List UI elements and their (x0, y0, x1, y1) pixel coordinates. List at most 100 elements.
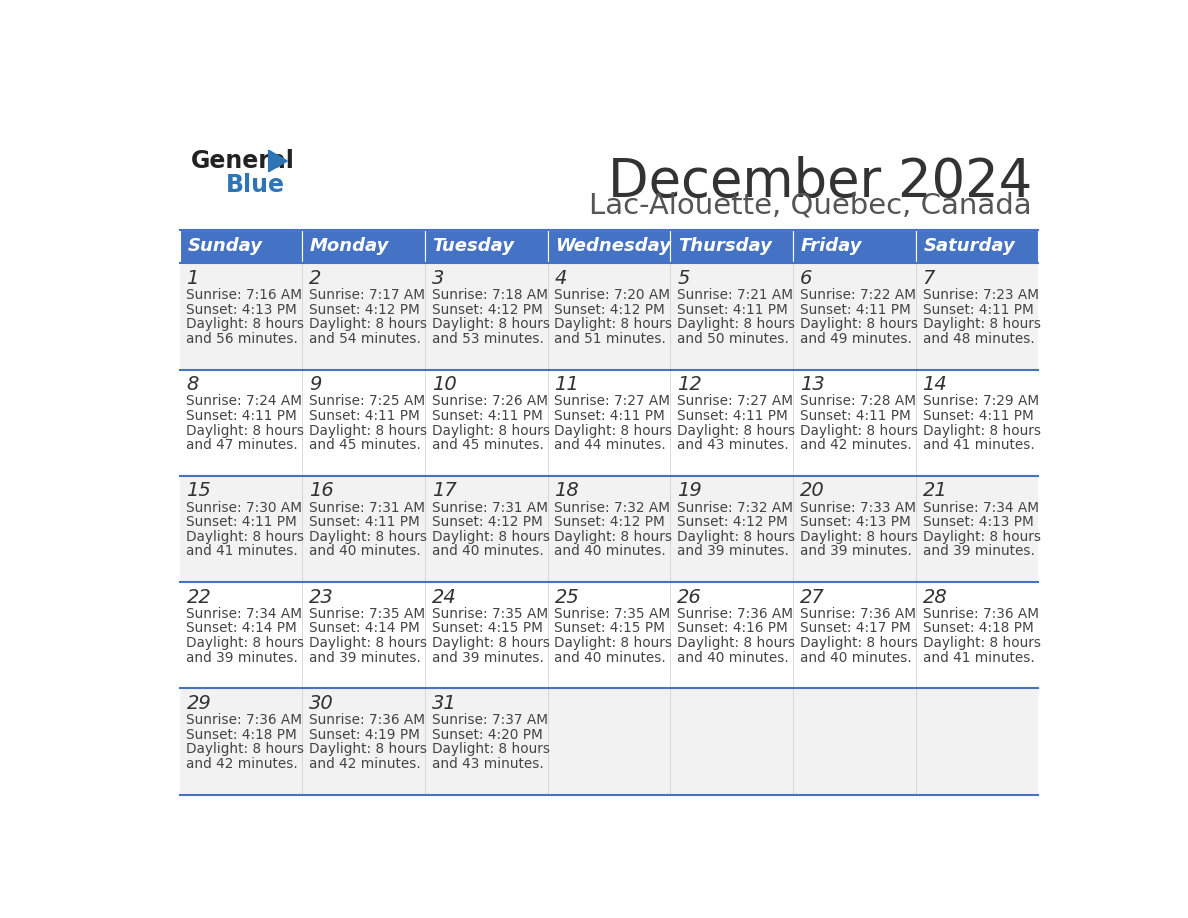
Text: and 44 minutes.: and 44 minutes. (555, 438, 666, 453)
Text: Daylight: 8 hours: Daylight: 8 hours (431, 636, 550, 650)
Text: and 56 minutes.: and 56 minutes. (187, 332, 298, 346)
Text: and 49 minutes.: and 49 minutes. (800, 332, 911, 346)
Text: Daylight: 8 hours: Daylight: 8 hours (800, 636, 918, 650)
Text: and 42 minutes.: and 42 minutes. (309, 757, 421, 771)
Text: Friday: Friday (801, 238, 862, 255)
Text: Sunrise: 7:36 AM: Sunrise: 7:36 AM (677, 607, 794, 621)
Text: Sunrise: 7:24 AM: Sunrise: 7:24 AM (187, 395, 303, 409)
Text: Sunset: 4:17 PM: Sunset: 4:17 PM (800, 621, 910, 635)
Bar (548, 230, 670, 263)
Text: Sunset: 4:11 PM: Sunset: 4:11 PM (187, 409, 297, 423)
Text: and 50 minutes.: and 50 minutes. (677, 332, 789, 346)
Bar (179, 263, 1038, 370)
Text: Lac-Alouette, Quebec, Canada: Lac-Alouette, Quebec, Canada (589, 191, 1032, 219)
Text: Sunset: 4:18 PM: Sunset: 4:18 PM (923, 621, 1034, 635)
Text: and 48 minutes.: and 48 minutes. (923, 332, 1035, 346)
Text: and 47 minutes.: and 47 minutes. (187, 438, 298, 453)
Text: Daylight: 8 hours: Daylight: 8 hours (309, 743, 428, 756)
Text: and 42 minutes.: and 42 minutes. (187, 757, 298, 771)
Text: Sunrise: 7:36 AM: Sunrise: 7:36 AM (309, 713, 425, 727)
Text: Thursday: Thursday (678, 238, 772, 255)
Text: Sunrise: 7:28 AM: Sunrise: 7:28 AM (800, 395, 916, 409)
Text: Sunset: 4:11 PM: Sunset: 4:11 PM (677, 409, 788, 423)
Text: Sunrise: 7:26 AM: Sunrise: 7:26 AM (431, 395, 548, 409)
Text: Daylight: 8 hours: Daylight: 8 hours (677, 530, 795, 543)
Text: Sunrise: 7:35 AM: Sunrise: 7:35 AM (555, 607, 670, 621)
Text: Daylight: 8 hours: Daylight: 8 hours (309, 318, 428, 331)
Text: Sunset: 4:12 PM: Sunset: 4:12 PM (431, 303, 543, 317)
Text: and 41 minutes.: and 41 minutes. (187, 544, 298, 558)
Text: Sunset: 4:12 PM: Sunset: 4:12 PM (431, 515, 543, 529)
Text: Sunrise: 7:23 AM: Sunrise: 7:23 AM (923, 288, 1038, 302)
Text: Daylight: 8 hours: Daylight: 8 hours (555, 636, 672, 650)
Text: 11: 11 (555, 375, 580, 394)
Text: Sunrise: 7:16 AM: Sunrise: 7:16 AM (187, 288, 303, 302)
Text: 1: 1 (187, 269, 198, 287)
Text: 21: 21 (923, 481, 947, 500)
Text: Daylight: 8 hours: Daylight: 8 hours (187, 530, 304, 543)
Text: Sunrise: 7:34 AM: Sunrise: 7:34 AM (187, 607, 303, 621)
Text: Saturday: Saturday (923, 238, 1015, 255)
Text: Daylight: 8 hours: Daylight: 8 hours (431, 318, 550, 331)
Text: 22: 22 (187, 588, 211, 607)
Bar (916, 230, 1038, 263)
Text: Sunrise: 7:20 AM: Sunrise: 7:20 AM (555, 288, 670, 302)
Text: and 41 minutes.: and 41 minutes. (923, 651, 1035, 665)
Text: 20: 20 (800, 481, 824, 500)
Text: Sunset: 4:12 PM: Sunset: 4:12 PM (677, 515, 788, 529)
Text: Sunday: Sunday (188, 238, 263, 255)
Text: and 41 minutes.: and 41 minutes. (923, 438, 1035, 453)
Text: Sunset: 4:16 PM: Sunset: 4:16 PM (677, 621, 788, 635)
Text: and 39 minutes.: and 39 minutes. (309, 651, 421, 665)
Text: Sunrise: 7:27 AM: Sunrise: 7:27 AM (555, 395, 670, 409)
Text: Sunset: 4:11 PM: Sunset: 4:11 PM (923, 409, 1034, 423)
Text: 8: 8 (187, 375, 198, 394)
Text: and 40 minutes.: and 40 minutes. (431, 544, 544, 558)
Text: 5: 5 (677, 269, 689, 287)
Text: Sunrise: 7:37 AM: Sunrise: 7:37 AM (431, 713, 548, 727)
Text: and 40 minutes.: and 40 minutes. (555, 544, 666, 558)
Bar (792, 230, 916, 263)
Text: General: General (191, 149, 295, 173)
Text: Sunrise: 7:36 AM: Sunrise: 7:36 AM (800, 607, 916, 621)
Text: Sunset: 4:15 PM: Sunset: 4:15 PM (555, 621, 665, 635)
Text: Sunrise: 7:25 AM: Sunrise: 7:25 AM (309, 395, 425, 409)
Text: Sunset: 4:11 PM: Sunset: 4:11 PM (187, 515, 297, 529)
Text: Daylight: 8 hours: Daylight: 8 hours (431, 530, 550, 543)
Text: Sunset: 4:12 PM: Sunset: 4:12 PM (555, 515, 665, 529)
Text: and 40 minutes.: and 40 minutes. (800, 651, 911, 665)
Polygon shape (268, 151, 287, 172)
Text: Sunrise: 7:27 AM: Sunrise: 7:27 AM (677, 395, 794, 409)
Text: Sunrise: 7:17 AM: Sunrise: 7:17 AM (309, 288, 425, 302)
Text: Daylight: 8 hours: Daylight: 8 hours (187, 743, 304, 756)
Text: and 40 minutes.: and 40 minutes. (309, 544, 421, 558)
Text: Daylight: 8 hours: Daylight: 8 hours (555, 318, 672, 331)
Text: and 39 minutes.: and 39 minutes. (800, 544, 911, 558)
Text: and 39 minutes.: and 39 minutes. (923, 544, 1035, 558)
Text: Sunset: 4:18 PM: Sunset: 4:18 PM (187, 728, 297, 742)
Text: Daylight: 8 hours: Daylight: 8 hours (677, 318, 795, 331)
Text: Sunrise: 7:30 AM: Sunrise: 7:30 AM (187, 500, 303, 515)
Text: 14: 14 (923, 375, 947, 394)
Text: and 40 minutes.: and 40 minutes. (555, 651, 666, 665)
Text: Sunrise: 7:29 AM: Sunrise: 7:29 AM (923, 395, 1038, 409)
Text: 25: 25 (555, 588, 580, 607)
Text: and 51 minutes.: and 51 minutes. (555, 332, 666, 346)
Text: Sunset: 4:13 PM: Sunset: 4:13 PM (800, 515, 910, 529)
Text: Daylight: 8 hours: Daylight: 8 hours (309, 530, 428, 543)
Text: Sunrise: 7:35 AM: Sunrise: 7:35 AM (309, 607, 425, 621)
Text: 28: 28 (923, 588, 947, 607)
Text: 4: 4 (555, 269, 567, 287)
Text: Sunrise: 7:35 AM: Sunrise: 7:35 AM (431, 607, 548, 621)
Text: Sunset: 4:11 PM: Sunset: 4:11 PM (309, 409, 419, 423)
Text: Sunset: 4:11 PM: Sunset: 4:11 PM (800, 409, 910, 423)
Text: Sunrise: 7:22 AM: Sunrise: 7:22 AM (800, 288, 916, 302)
Text: Daylight: 8 hours: Daylight: 8 hours (555, 423, 672, 438)
Text: Daylight: 8 hours: Daylight: 8 hours (800, 318, 918, 331)
Text: Daylight: 8 hours: Daylight: 8 hours (800, 423, 918, 438)
Text: Wednesday: Wednesday (555, 238, 671, 255)
Text: and 45 minutes.: and 45 minutes. (431, 438, 544, 453)
Text: Daylight: 8 hours: Daylight: 8 hours (677, 423, 795, 438)
Bar (302, 230, 425, 263)
Text: 27: 27 (800, 588, 824, 607)
